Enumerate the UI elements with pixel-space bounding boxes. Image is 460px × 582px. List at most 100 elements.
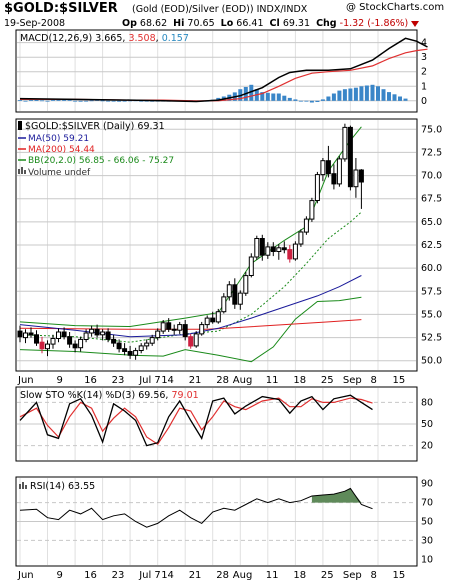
candle-body — [89, 328, 95, 334]
price-ytick-7: 57.5 — [421, 286, 442, 297]
macd-hist-bar — [95, 100, 100, 101]
x-tick-label-1-7: 28 — [216, 570, 229, 581]
candle-body — [138, 345, 144, 351]
volume-legend: Volume undef — [28, 168, 91, 178]
candle-body — [72, 343, 78, 349]
macd-legend-comma-1: , — [122, 33, 128, 44]
candle-body — [160, 322, 166, 332]
rsi-panel: 90 70 50 30 10 RSI(14) 63.55 — [15, 476, 433, 567]
chart-subtitle: (Gold (EOD)/Silver (EOD)) INDX/INDX — [132, 4, 308, 15]
x-tick-label-1-2: 16 — [84, 570, 97, 581]
x-tick-label-0-11: 25 — [321, 375, 334, 386]
candle-body — [105, 331, 111, 340]
price-ytick-5: 62.5 — [421, 240, 442, 251]
candle-body — [23, 332, 28, 339]
x-tick-label-0-4: Jul 7 — [138, 375, 161, 386]
macd-hist-bar — [139, 100, 144, 102]
macd-hist-bar — [315, 100, 320, 102]
macd-hist-bar — [271, 93, 276, 101]
stochastic-panel: 80 50 20 Slow STO %K(14) %D(3) 69.56, 79.0… — [15, 386, 433, 462]
macd-hist-bar — [62, 99, 67, 101]
macd-hist-bar — [73, 100, 78, 102]
ma50-legend: MA(50) 59.21 — [28, 134, 89, 144]
rsi-legend-text: RSI(14) 63.55 — [30, 481, 95, 492]
macd-hist-bar — [337, 90, 342, 101]
x-tick-label-1-4: Jul 7 — [138, 570, 161, 581]
candle-body — [270, 246, 276, 252]
candle-body — [265, 246, 271, 256]
chg-value: -1.32 (-1.86%) — [339, 18, 409, 29]
macd-hist-bar — [376, 86, 380, 101]
candle-body — [226, 284, 232, 298]
x-tick-label-0-14: 15 — [393, 375, 406, 386]
candle-body — [199, 324, 205, 335]
watermark: @ StockCharts.com — [346, 2, 445, 13]
macd-hist-bar — [387, 92, 391, 101]
low-value: 66.41 — [236, 18, 264, 29]
candle-body — [111, 338, 117, 344]
macd-legend-v2: 3.508 — [128, 33, 155, 44]
macd-hist-bar — [265, 92, 270, 101]
price-ytick-10: 50.0 — [421, 356, 442, 367]
stochastic-legend-k: 69.56 — [138, 390, 165, 401]
candle-body — [215, 311, 221, 323]
candle-body — [50, 338, 56, 345]
x-tick-label-0-6: 21 — [189, 375, 202, 386]
candle-body — [320, 160, 326, 176]
bb-legend: BB(20,2.0) 56.85 - 66.06 - 75.27 — [28, 156, 174, 166]
candle-body — [78, 338, 84, 349]
candle-body — [45, 343, 50, 350]
candle-body — [342, 126, 348, 160]
macd-hist-bar — [122, 100, 127, 102]
x-tick-label-1-9: 11 — [266, 570, 279, 581]
macd-hist-bar — [51, 100, 55, 101]
macd-hist-bar — [331, 93, 336, 101]
rsi-legend: RSI(14) 63.55 — [19, 481, 95, 492]
macd-hist-bar — [348, 88, 353, 101]
macd-ytick-2: 2 — [421, 67, 427, 78]
candle-body — [61, 331, 67, 338]
candle-body — [237, 292, 243, 305]
candle-body — [127, 351, 133, 356]
candle-body — [67, 336, 73, 345]
ma200-legend-value: 54.44 — [69, 145, 95, 155]
price-ytick-6: 60.0 — [421, 263, 442, 274]
price-ytick-1: 72.5 — [421, 147, 442, 158]
stochastic-k-line — [19, 394, 373, 447]
stochastic-legend: Slow STO %K(14) %D(3) 69.56, 79.01 — [20, 390, 199, 401]
candle-body — [116, 342, 122, 350]
ma50-legend-value: 59.21 — [63, 134, 89, 144]
stochastic-legend-d: 79.01 — [171, 390, 198, 401]
candle-body — [83, 332, 89, 340]
bb-legend-label: BB(20,2.0) — [28, 156, 76, 166]
macd-hist-bar — [260, 92, 265, 101]
x-tick-label-0-0: Jun — [17, 375, 34, 386]
macd-hist-bar — [364, 85, 369, 101]
macd-hist-bar — [403, 98, 408, 101]
candle-body — [182, 324, 188, 338]
close-label: Cl — [269, 18, 280, 29]
macd-hist-bar — [89, 100, 94, 102]
candle-body — [347, 126, 353, 188]
candle-body — [309, 200, 315, 220]
macd-hist-bar — [106, 100, 111, 102]
macd-hist-bar — [23, 100, 28, 102]
rsi-legend-name: RSI(14) — [30, 481, 65, 492]
candle-body — [171, 328, 177, 331]
candle-body — [303, 218, 309, 233]
candle-body — [155, 330, 161, 339]
candle-body — [39, 341, 45, 350]
macd-hist-bar — [320, 99, 325, 101]
candlesticks — [17, 123, 364, 360]
macd-hist-bar — [359, 86, 364, 101]
price-legend-swatch — [18, 121, 22, 130]
x-tick-label-0-10: 18 — [293, 375, 306, 386]
candle-body — [166, 322, 172, 330]
chart-title: $GOLD:$SILVER — [4, 1, 118, 16]
macd-hist-bar — [353, 87, 358, 101]
rsi-ytick-4: 10 — [421, 554, 433, 565]
rsi-ytick-3: 30 — [421, 535, 433, 546]
price-legend-last: 69.31 — [137, 121, 164, 132]
rsi-bars-icon — [19, 482, 27, 489]
